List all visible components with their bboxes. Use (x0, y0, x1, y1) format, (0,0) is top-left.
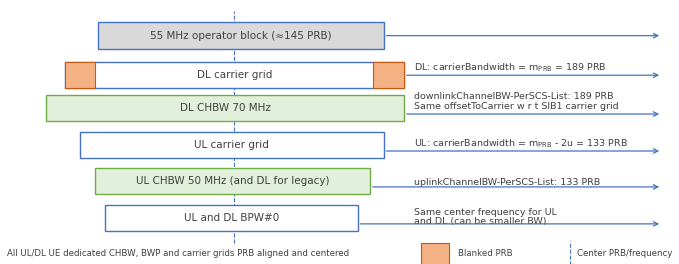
Text: uplinkChannelBW-PerSCS-List: 133 PRB: uplinkChannelBW-PerSCS-List: 133 PRB (414, 178, 600, 187)
Bar (65, 62, 404, 88)
Bar (98, 22, 384, 49)
Bar (105, 205, 358, 231)
Text: DL: carrierBandwidth = m$_{\mathregular{PRB}}$ = 189 PRB: DL: carrierBandwidth = m$_{\mathregular{… (414, 61, 607, 74)
Text: Center PRB/frequency: Center PRB/frequency (577, 249, 672, 258)
Text: Same center frequency for UL: Same center frequency for UL (414, 208, 557, 217)
Bar (373, 62, 404, 88)
Text: Same offsetToCarrier w r t SIB1 carrier grid: Same offsetToCarrier w r t SIB1 carrier … (414, 102, 619, 111)
Text: UL CHBW 50 MHz (and DL for legacy): UL CHBW 50 MHz (and DL for legacy) (136, 176, 329, 186)
Bar (46, 95, 404, 121)
Text: 55 MHz operator block (≈145 PRB): 55 MHz operator block (≈145 PRB) (150, 31, 332, 41)
Text: DL CHBW 70 MHz: DL CHBW 70 MHz (180, 103, 270, 113)
Text: DL carrier grid: DL carrier grid (196, 70, 272, 80)
Bar (65, 62, 95, 88)
Bar (95, 168, 370, 194)
Text: UL and DL BPW#0: UL and DL BPW#0 (184, 213, 279, 223)
Text: UL carrier grid: UL carrier grid (194, 140, 270, 150)
Text: All UL/DL UE dedicated CHBW, BWP and carrier grids PRB aligned and centered: All UL/DL UE dedicated CHBW, BWP and car… (7, 249, 349, 258)
Text: UL: carrierBandwidth = m$_{\mathregular{PRB}}$ - 2u = 133 PRB: UL: carrierBandwidth = m$_{\mathregular{… (414, 138, 628, 150)
Bar (80, 132, 384, 158)
Text: downlinkChannelBW-PerSCS-List: 189 PRB: downlinkChannelBW-PerSCS-List: 189 PRB (414, 92, 614, 101)
Bar (421, 243, 449, 264)
Text: and DL (can be smaller BW): and DL (can be smaller BW) (414, 217, 547, 226)
Text: Blanked PRB: Blanked PRB (458, 249, 512, 258)
